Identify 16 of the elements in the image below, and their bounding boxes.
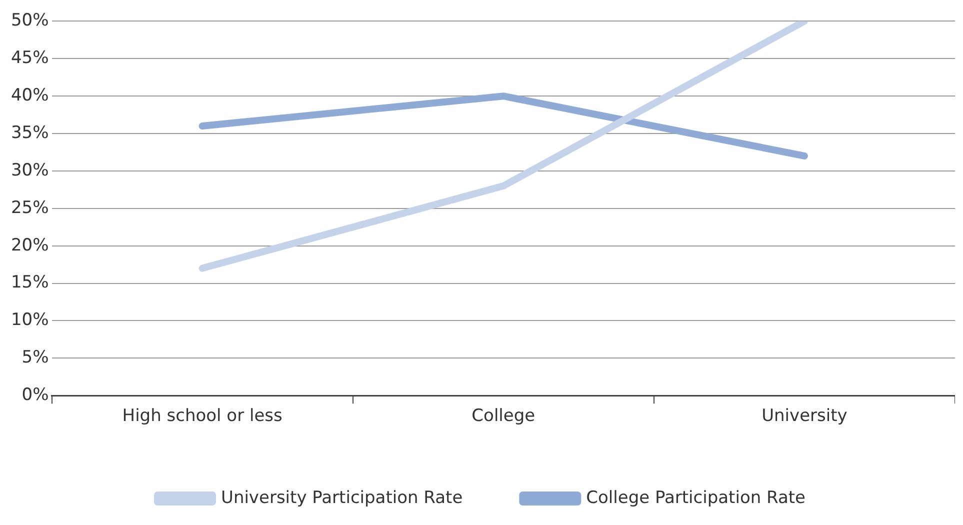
x-tick-label: College <box>472 406 536 426</box>
y-tick-label: 25% <box>10 198 49 218</box>
y-tick-label: 5% <box>22 348 49 368</box>
y-tick-label: 30% <box>10 160 49 180</box>
y-tick-label: 35% <box>10 122 49 143</box>
legend-label: University Participation Rate <box>220 488 463 508</box>
y-tick-label: 10% <box>10 310 49 330</box>
y-tick-label: 20% <box>10 235 49 256</box>
x-tick-label: University <box>762 406 848 426</box>
y-tick-label: 50% <box>10 10 49 31</box>
y-tick-label: 0% <box>22 385 49 406</box>
y-tick-label: 40% <box>10 86 49 106</box>
x-tick-label: High school or less <box>122 406 282 426</box>
y-tick-label: 15% <box>10 272 49 293</box>
y-tick-label: 45% <box>10 48 49 68</box>
legend-label: College Participation Rate <box>586 488 806 508</box>
